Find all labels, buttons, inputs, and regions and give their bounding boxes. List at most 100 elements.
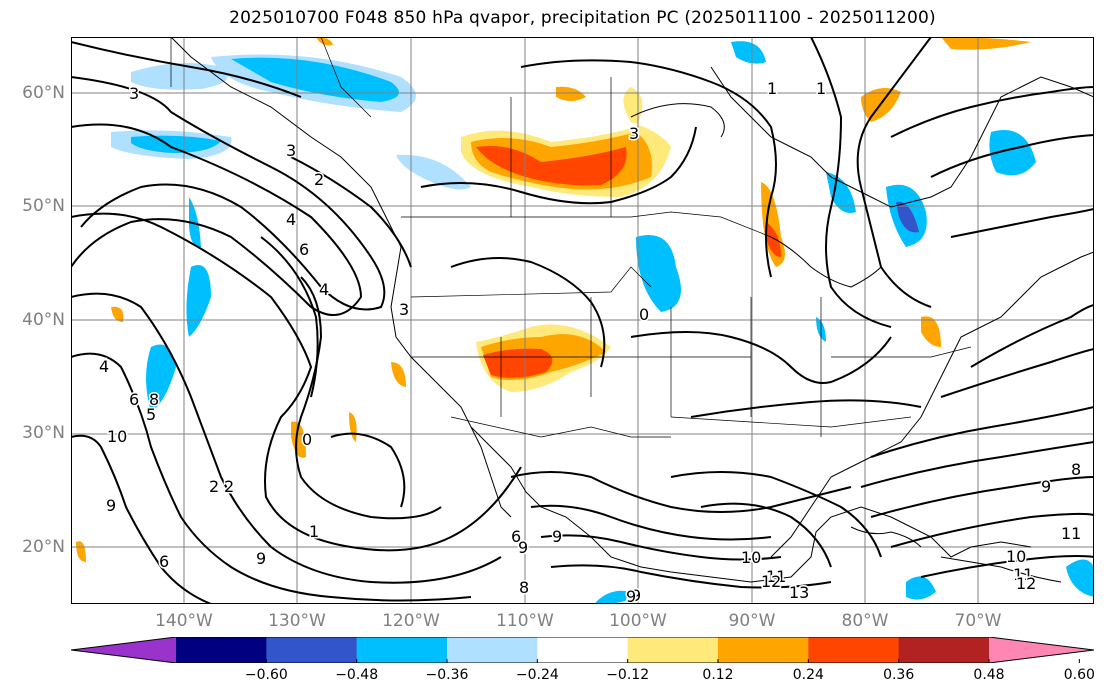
graticule [71, 37, 1094, 604]
contour-label: 10 [1006, 547, 1026, 566]
contour-label: 9 [256, 549, 266, 568]
colorbar-segment [356, 637, 448, 663]
lon-label-110w: 110°W [496, 611, 554, 631]
colorbar-tick-label: 0.60 [1063, 667, 1095, 683]
map-frame [71, 37, 1094, 604]
colorbar-segment [718, 637, 809, 663]
contour-label: 3 [286, 141, 296, 160]
lon-label-120w: 120°W [382, 611, 440, 631]
contour-label: 9 [518, 538, 528, 557]
shade-positive [291, 421, 306, 458]
colorbar-extend-high [989, 637, 1094, 663]
shade-negative [231, 57, 399, 102]
colorbar-tick-label: 0.48 [973, 667, 1005, 683]
contour-label: 3 [629, 124, 639, 143]
colorbar [71, 637, 1094, 663]
colorbar-segment [537, 637, 629, 663]
shade-negative [396, 154, 471, 190]
shade-negative [186, 265, 211, 337]
contour-label: 11 [1013, 565, 1033, 584]
shading-layer [76, 37, 1094, 604]
contour-label: 0 [302, 430, 312, 449]
contour-label: 3 [399, 300, 409, 319]
shade-negative [896, 201, 919, 233]
shade-positive [556, 86, 586, 101]
contour-label: 8 [149, 390, 159, 409]
contour-label: 6 [129, 390, 139, 409]
lon-label-70w: 70°W [954, 611, 1002, 631]
lat-label-30n: 30°N [22, 423, 65, 443]
contour-label: 4 [286, 210, 296, 229]
contour-label: 2 [209, 477, 219, 496]
contour-label: 1 [767, 79, 777, 98]
contour-label: 11 [766, 567, 786, 586]
contour-label: 6 [511, 527, 521, 546]
shade-positive [483, 348, 553, 378]
colorbar-tick-label: 0.24 [792, 667, 824, 683]
colorbar-tick-label: 0.36 [883, 667, 915, 683]
contour-label: 10 [107, 427, 127, 446]
shade-positive [111, 306, 124, 322]
contour-label: 1 [767, 79, 777, 98]
political-boundaries [170, 37, 972, 438]
shade-positive [921, 316, 941, 347]
colorbar-segment [627, 637, 719, 663]
colorbar-segment [176, 637, 267, 663]
shade-negative [636, 235, 681, 312]
contour-label: 9 [1041, 477, 1051, 496]
contour-label: 8 [1071, 460, 1081, 479]
contour-label: 12 [761, 572, 781, 591]
contour-label: 9 [626, 587, 636, 604]
shade-negative [906, 576, 936, 600]
contour-lines [71, 37, 1094, 604]
contour-label: 9 [106, 496, 116, 515]
shade-positive [316, 37, 333, 46]
shade-negative [146, 344, 176, 412]
map-title: 2025010700 F048 850 hPa qvapor, precipit… [229, 8, 936, 28]
contour-label: 6 [159, 552, 169, 571]
lon-label-100w: 100°W [609, 611, 667, 631]
contour-label: 8 [519, 578, 529, 597]
coastlines [170, 37, 1094, 583]
shade-positive [76, 541, 86, 562]
colorbar-tick-label: −0.24 [515, 667, 559, 683]
contour-label: 5 [146, 405, 156, 424]
contour-label: 4 [99, 357, 109, 376]
shade-negative [731, 41, 766, 64]
colorbar-tick-label: 0.12 [702, 667, 734, 683]
colorbar-segment [808, 637, 900, 663]
colorbar-segment [447, 637, 538, 663]
contour-label: 13 [789, 583, 809, 602]
contour-label: 2 [314, 170, 324, 189]
colorbar-tick-label: −0.48 [335, 667, 379, 683]
lon-label-130w: 130°W [268, 611, 326, 631]
contour-label: 1 [309, 522, 319, 541]
lon-label-140w: 140°W [155, 611, 213, 631]
colorbar-tick-label: −0.36 [425, 667, 469, 683]
contour-label: 6 [299, 240, 309, 259]
contour-label: 11 [1061, 524, 1081, 543]
shade-positive [476, 146, 627, 186]
colorbar-tick-label: −0.12 [606, 667, 650, 683]
lat-label-50n: 50°N [22, 196, 65, 216]
colorbar-segment [266, 637, 358, 663]
shade-positive [941, 37, 1031, 50]
shade-positive [391, 362, 406, 387]
colorbar-extend-low [71, 637, 176, 663]
contour-label: 0 [639, 305, 649, 324]
colorbar-tick-label: −0.60 [244, 667, 288, 683]
contour-label: 9 [552, 527, 562, 546]
contour-label: 9 [631, 586, 641, 604]
contour-label: 1 [816, 79, 826, 98]
contour-label: 10 [741, 548, 761, 567]
shade-positive [766, 222, 781, 257]
lon-label-90w: 90°W [728, 611, 776, 631]
shade-negative [989, 130, 1036, 176]
contour-label: 3 [129, 84, 139, 103]
lat-label-20n: 20°N [22, 537, 65, 557]
shade-negative [1066, 559, 1094, 597]
lon-label-80w: 80°W [841, 611, 889, 631]
shade-negative [189, 197, 201, 248]
